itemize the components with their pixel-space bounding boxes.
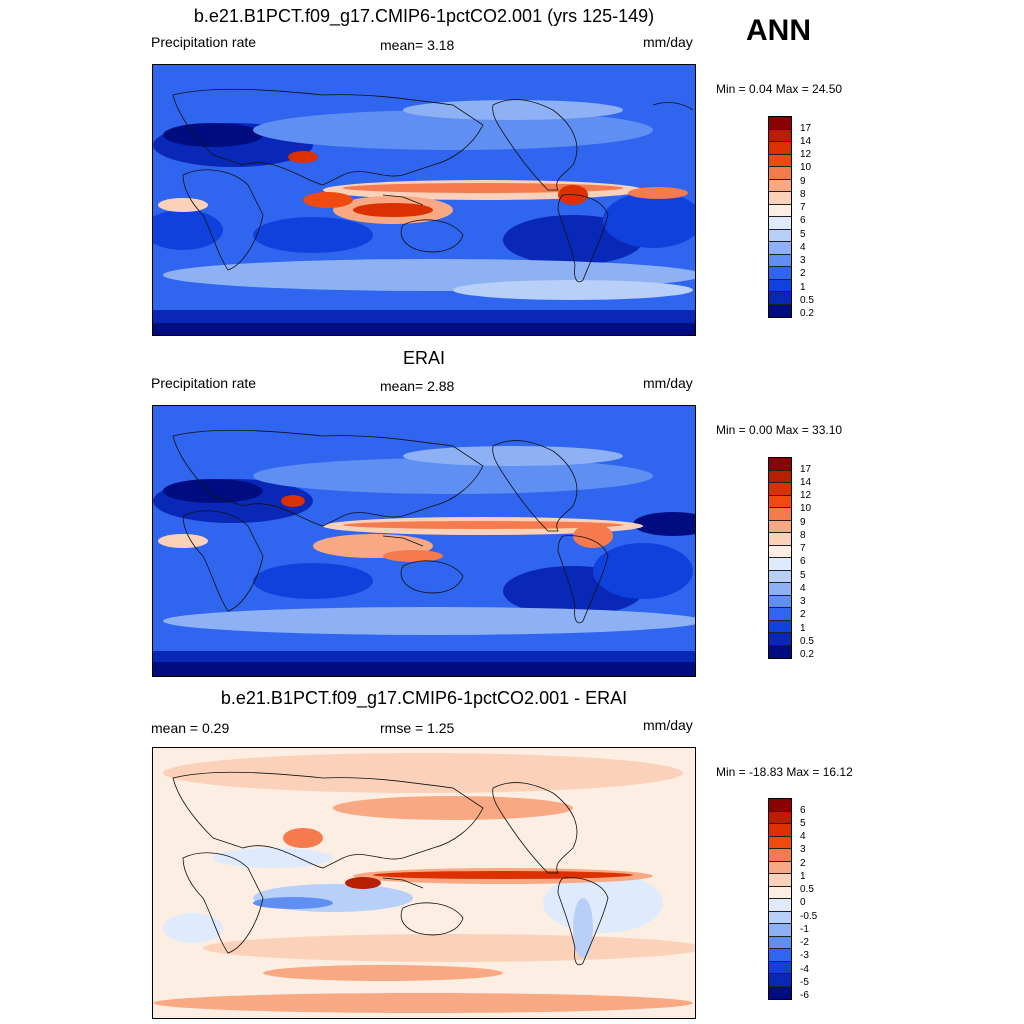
tick-label: 7: [800, 543, 806, 554]
tick-label: 4: [800, 242, 806, 253]
panel-3-units: mm/day: [643, 717, 693, 733]
panel-1-title: b.e21.B1PCT.f09_g17.CMIP6-1pctCO2.001 (y…: [193, 6, 655, 26]
tick-label: -3: [800, 950, 809, 961]
tick-label: -0.5: [800, 911, 818, 922]
tick-label: 1: [800, 623, 806, 634]
tick-label: 6: [800, 215, 806, 226]
tick-label: 10: [800, 503, 812, 514]
tick-label: 8: [800, 189, 806, 200]
panel-3-mean: mean = 0.29: [151, 720, 230, 736]
panel-2-variable: Precipitation rate: [151, 375, 257, 391]
tick-label: 3: [800, 596, 806, 607]
season-label: ANN: [746, 14, 811, 47]
tick-label: -5: [800, 977, 809, 988]
tick-label: -2: [800, 937, 809, 948]
panel-3-rmse: rmse = 1.25: [380, 720, 455, 736]
tick-label: 8: [800, 530, 806, 541]
tick-label: 12: [800, 149, 812, 160]
tick-label: 5: [800, 818, 806, 829]
tick-label: 2: [800, 268, 806, 279]
tick-label: 6: [800, 805, 806, 816]
tick-label: 0.5: [800, 884, 814, 895]
tick-label: 0.5: [800, 295, 814, 306]
panel-3-minmax: Min = -18.83 Max = 16.12: [716, 765, 853, 779]
precip-map-obs: [153, 406, 695, 676]
tick-label: 0: [800, 897, 806, 908]
panel-1-units: mm/day: [643, 34, 693, 50]
tick-label: 14: [800, 136, 812, 147]
panel-2-colorbar: [768, 457, 792, 659]
tick-label: 2: [800, 858, 806, 869]
panel-2-mean: mean= 2.88: [380, 378, 455, 394]
tick-label: 4: [800, 583, 806, 594]
precip-map-model: [153, 65, 695, 335]
tick-label: 10: [800, 162, 812, 173]
tick-label: 17: [800, 123, 812, 134]
tick-label: 12: [800, 490, 812, 501]
panel-1-map: [152, 64, 696, 336]
panel-2-minmax: Min = 0.00 Max = 33.10: [716, 423, 843, 437]
tick-label: 4: [800, 831, 806, 842]
panel-1-mean: mean= 3.18: [380, 37, 455, 53]
tick-label: 1: [800, 871, 806, 882]
tick-label: 0.5: [800, 636, 814, 647]
tick-label: 14: [800, 477, 812, 488]
panel-1-colorbar: [768, 116, 792, 318]
tick-label: 0.2: [800, 308, 814, 319]
panel-1-minmax: Min = 0.04 Max = 24.50: [716, 82, 843, 96]
panel-3-map: [152, 747, 696, 1019]
panel-2-units: mm/day: [643, 375, 693, 391]
tick-label: 7: [800, 202, 806, 213]
precip-diff-map: [153, 748, 695, 1018]
tick-label: 9: [800, 176, 806, 187]
tick-label: 9: [800, 517, 806, 528]
panel-1-variable: Precipitation rate: [151, 34, 257, 50]
tick-label: 6: [800, 556, 806, 567]
panel-3-colorbar: [768, 798, 792, 1000]
tick-label: 3: [800, 255, 806, 266]
tick-label: 3: [800, 844, 806, 855]
tick-label: -4: [800, 964, 809, 975]
tick-label: 17: [800, 464, 812, 475]
panel-3-title: b.e21.B1PCT.f09_g17.CMIP6-1pctCO2.001 - …: [220, 688, 628, 708]
panel-2-title: ERAI: [402, 348, 445, 368]
tick-label: 1: [800, 282, 806, 293]
tick-label: 2: [800, 609, 806, 620]
panel-2-map: [152, 405, 696, 677]
tick-label: 0.2: [800, 649, 814, 660]
tick-label: 5: [800, 229, 806, 240]
tick-label: -6: [800, 990, 809, 1001]
tick-label: -1: [800, 924, 809, 935]
tick-label: 5: [800, 570, 806, 581]
